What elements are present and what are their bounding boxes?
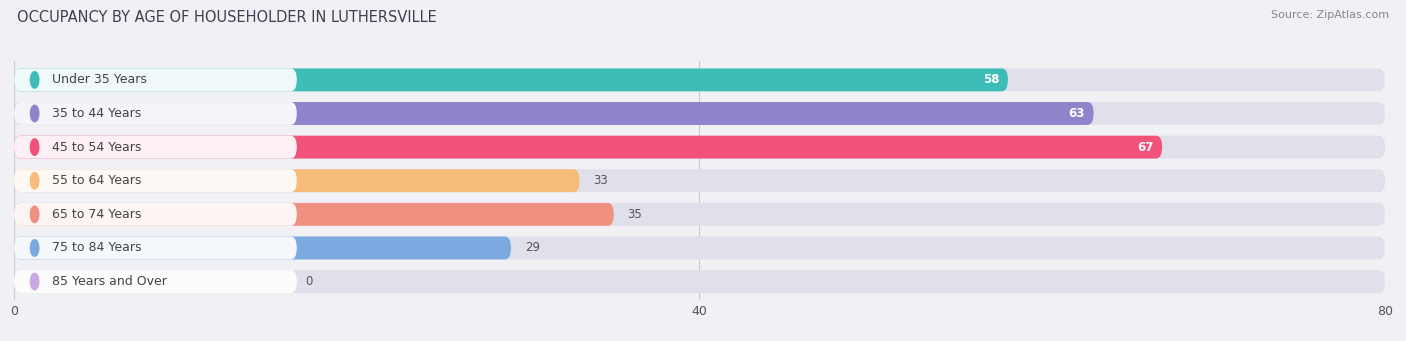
FancyBboxPatch shape [14, 169, 579, 192]
FancyBboxPatch shape [14, 169, 1385, 192]
Circle shape [31, 139, 39, 155]
FancyBboxPatch shape [14, 136, 1163, 159]
Text: 45 to 54 Years: 45 to 54 Years [52, 140, 141, 153]
Text: 75 to 84 Years: 75 to 84 Years [52, 241, 141, 254]
Circle shape [31, 72, 39, 88]
FancyBboxPatch shape [14, 102, 1385, 125]
Text: Source: ZipAtlas.com: Source: ZipAtlas.com [1271, 10, 1389, 20]
Circle shape [31, 273, 39, 290]
FancyBboxPatch shape [14, 136, 297, 159]
FancyBboxPatch shape [14, 136, 1385, 159]
Text: 0: 0 [305, 275, 312, 288]
Text: Under 35 Years: Under 35 Years [52, 73, 146, 86]
Circle shape [31, 105, 39, 122]
Text: 85 Years and Over: 85 Years and Over [52, 275, 167, 288]
FancyBboxPatch shape [14, 270, 297, 293]
Text: 67: 67 [1137, 140, 1153, 153]
Text: 58: 58 [983, 73, 1000, 86]
FancyBboxPatch shape [14, 237, 510, 260]
Text: 63: 63 [1069, 107, 1085, 120]
Text: OCCUPANCY BY AGE OF HOUSEHOLDER IN LUTHERSVILLE: OCCUPANCY BY AGE OF HOUSEHOLDER IN LUTHE… [17, 10, 437, 25]
FancyBboxPatch shape [14, 203, 614, 226]
Text: 55 to 64 Years: 55 to 64 Years [52, 174, 141, 187]
Text: 29: 29 [524, 241, 540, 254]
Text: 35 to 44 Years: 35 to 44 Years [52, 107, 141, 120]
FancyBboxPatch shape [14, 102, 297, 125]
FancyBboxPatch shape [14, 203, 297, 226]
Circle shape [31, 206, 39, 223]
Circle shape [31, 240, 39, 256]
Text: 33: 33 [593, 174, 607, 187]
FancyBboxPatch shape [14, 169, 297, 192]
FancyBboxPatch shape [14, 270, 1385, 293]
FancyBboxPatch shape [14, 69, 1385, 91]
FancyBboxPatch shape [14, 203, 1385, 226]
Circle shape [31, 173, 39, 189]
FancyBboxPatch shape [14, 69, 297, 91]
FancyBboxPatch shape [14, 237, 297, 260]
FancyBboxPatch shape [14, 69, 1008, 91]
Text: 65 to 74 Years: 65 to 74 Years [52, 208, 141, 221]
FancyBboxPatch shape [14, 237, 1385, 260]
Text: 35: 35 [627, 208, 643, 221]
FancyBboxPatch shape [14, 102, 1094, 125]
